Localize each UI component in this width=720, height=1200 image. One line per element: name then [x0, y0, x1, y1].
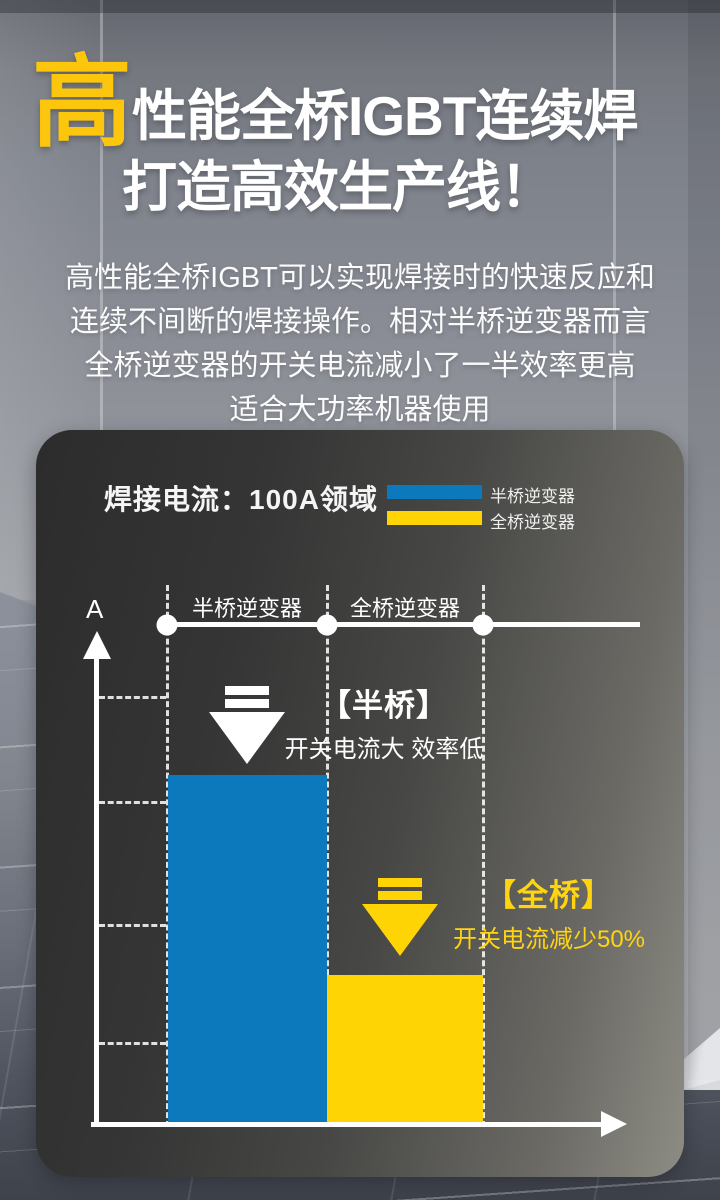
arrow-bar [225, 686, 269, 695]
wall-top-edge [0, 0, 720, 13]
y-axis-arrow-icon [83, 631, 111, 659]
arrow-bar [225, 699, 269, 708]
gridline [99, 924, 166, 927]
x-axis-arrow-icon [601, 1111, 627, 1137]
legend-swatch-yellow [387, 511, 482, 525]
axis-dot [316, 614, 338, 636]
callout-text: 开关电流减少50% [452, 926, 646, 953]
callout-title: 【半桥】 [319, 688, 448, 723]
bar-full-bridge [327, 975, 483, 1125]
wall-seam-left [100, 0, 103, 600]
description-paragraph: 高性能全桥IGBT可以实现焊接时的快速反应和 连续不间断的焊接操作。相对半桥逆变… [0, 256, 720, 432]
wall-seam-right [613, 0, 616, 430]
description-line: 全桥逆变器的开关电流减小了一半效率更高 [84, 350, 636, 382]
arrow-triangle [362, 904, 438, 956]
bar-chart: A 半桥逆变器 全桥逆变器 [36, 430, 684, 1177]
bar-half-bridge [168, 775, 327, 1125]
category-guide-line [482, 585, 485, 1127]
category-axis-line [167, 622, 640, 627]
title-line-2: 打造高效生产线！ [122, 156, 555, 218]
arrow-bar [378, 878, 422, 887]
category-guide-line [166, 585, 169, 1127]
down-arrow-icon [209, 686, 285, 764]
callout-text: 开关电流大 效率低 [284, 736, 484, 763]
callout-full-bridge: 【全桥】 开关电流减少50% [453, 870, 645, 954]
title-line-1-text: 性能全桥IGBT连续焊 [132, 84, 638, 147]
x-axis [91, 1122, 603, 1127]
title-highlight-char: 高 [32, 47, 132, 159]
legend-label: 全桥逆变器 [490, 513, 575, 532]
description-line: 连续不间断的焊接操作。相对半桥逆变器而言 [69, 306, 650, 338]
legend-swatch-blue [387, 485, 482, 499]
down-arrow-icon [362, 878, 438, 956]
axis-dot [472, 614, 494, 636]
arrow-triangle [209, 712, 285, 764]
gridline [99, 801, 166, 804]
description-line: 适合大功率机器使用 [229, 394, 491, 426]
legend-label: 半桥逆变器 [490, 487, 575, 506]
wall-panel-right [688, 0, 720, 1080]
chart-title: 焊接电流：100A领域 [104, 484, 378, 515]
axis-dot [156, 614, 178, 636]
category-guide-line [326, 585, 329, 1127]
y-axis [94, 656, 99, 1127]
category-label-half-bridge: 半桥逆变器 [191, 596, 302, 621]
y-axis-unit-label: A [86, 594, 104, 624]
chart-panel: 焊接电流：100A领域 半桥逆变器 全桥逆变器 A [36, 430, 684, 1177]
callout-half-bridge: 【半桥】 开关电流大 效率低 [285, 680, 484, 764]
arrow-bar [378, 891, 422, 900]
page-title: 高 性能全桥IGBT连续焊 打造高效生产线！ [32, 47, 638, 220]
callout-title: 【全桥】 [484, 878, 613, 913]
gridline [99, 1042, 166, 1045]
category-label-full-bridge: 全桥逆变器 [349, 596, 460, 621]
gridline [99, 696, 166, 699]
description-line: 高性能全桥IGBT可以实现焊接时的快速反应和 [65, 262, 655, 294]
title-line-1: 高 性能全桥IGBT连续焊 [32, 47, 638, 159]
